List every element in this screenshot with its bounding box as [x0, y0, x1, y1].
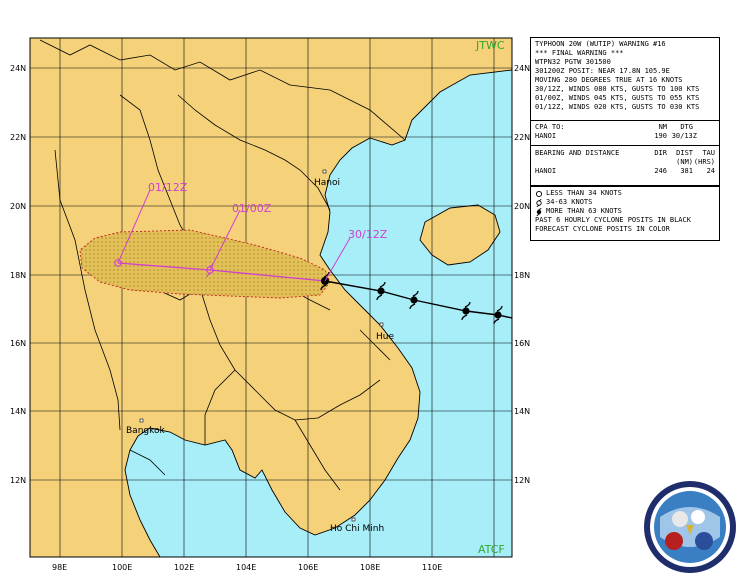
- forecast-label-01-12z: 01/12Z: [148, 181, 188, 194]
- latitude-labels-left: 24N 22N 20N 18N 16N 14N 12N: [10, 64, 26, 485]
- lon-label: 100E: [112, 563, 132, 572]
- open-circle-icon: [535, 190, 543, 197]
- lat-label: 14N: [10, 407, 26, 416]
- agency-label-jtwc: JTWC: [475, 39, 505, 52]
- lat-label: 24N: [514, 64, 530, 73]
- legend-item: 34-63 KNOTS: [535, 198, 715, 207]
- lon-label: 106E: [298, 563, 318, 572]
- typhoon-posit-icon: [376, 281, 386, 301]
- warning-posit: 301200Z POSIT: NEAR 17.8N 105.9E: [535, 67, 670, 75]
- storm-symbol-icon: [536, 198, 542, 207]
- bearing-tau: 24: [706, 167, 715, 175]
- lon-label: 104E: [236, 563, 256, 572]
- legend-label: 34-63 KNOTS: [546, 198, 593, 206]
- warning-title: TYPHOON 20W (WUTIP) WARNING #16: [535, 40, 666, 48]
- city-label-ho-chi-minh: Ho Chi Minh: [330, 524, 384, 534]
- bearing-dir: 246: [654, 167, 667, 175]
- agency-label-atcf: ATCF: [478, 543, 505, 556]
- cpa-place: HANOI: [535, 132, 557, 140]
- forecast-line: 01/12Z, WINDS 020 KTS, GUSTS TO 030 KTS: [535, 103, 700, 111]
- lat-label: 20N: [10, 202, 26, 211]
- lat-label: 18N: [10, 271, 26, 280]
- bearing-dist-header: DIST: [676, 149, 693, 157]
- lat-label: 18N: [514, 271, 530, 280]
- cpa-nm-header: NM: [658, 123, 667, 131]
- city-markers: [139, 169, 384, 522]
- jtwc-seal: [644, 481, 736, 573]
- lon-label: 102E: [174, 563, 194, 572]
- bearing-tau-unit: (HRS): [693, 158, 715, 166]
- typhoon-posit-icon: [409, 290, 419, 310]
- cpa-header-row: CPA TO: NM DTG: [535, 123, 715, 132]
- cpa-panel: CPA TO: NM DTG HANOI 190 30/13Z BEARING …: [530, 120, 720, 186]
- lon-label: 98E: [52, 563, 67, 572]
- warning-final: *** FINAL WARNING ***: [535, 49, 624, 57]
- bearing-header: BEARING AND DISTANCE: [535, 149, 620, 157]
- bearing-units-row: (NM) (HRS): [535, 158, 715, 167]
- lat-label: 24N: [10, 64, 26, 73]
- bearing-dist-unit: (NM): [676, 158, 693, 166]
- forecast-label-30-12z: 30/12Z: [348, 228, 388, 241]
- bearing-row: HANOI 246 381 24: [535, 167, 715, 176]
- typhoon-symbol-icon: [536, 207, 542, 216]
- bearing-dist: 381: [680, 167, 693, 175]
- forecast-line: 01/00Z, WINDS 045 KTS, GUSTS TO 055 KTS: [535, 94, 700, 102]
- cpa-dtg: 30/13Z: [671, 132, 697, 140]
- lon-label: 110E: [422, 563, 442, 572]
- forecast-danger-swath: [79, 229, 331, 299]
- city-label-bangkok: Bangkok: [126, 426, 166, 436]
- lat-label: 22N: [514, 133, 530, 142]
- latitude-labels-right: 24N 22N 20N 18N 16N 14N 12N: [514, 64, 530, 485]
- depression-posit-icon: [114, 259, 122, 267]
- typhoon-posit-icon: [461, 301, 471, 321]
- forecast-line: 30/12Z, WINDS 080 KTS, GUSTS TO 100 KTS: [535, 85, 700, 93]
- lon-label: 108E: [360, 563, 380, 572]
- lat-label: 22N: [10, 133, 26, 142]
- legend-note: PAST 6 HOURLY CYCLONE POSITS IN BLACK: [535, 216, 691, 224]
- legend-item: LESS THAN 34 KNOTS: [535, 189, 715, 198]
- bearing-place: HANOI: [535, 167, 557, 175]
- cpa-row: HANOI 190 30/13Z: [535, 132, 715, 141]
- legend-panel: LESS THAN 34 KNOTS 34-63 KNOTS MORE THAN…: [530, 186, 720, 241]
- bearing-header-row: BEARING AND DISTANCE DIR DIST TAU: [535, 149, 715, 158]
- warning-header: WTPN32 PGTW 301500: [535, 58, 611, 66]
- lat-label: 12N: [514, 476, 530, 485]
- legend-label: MORE THAN 63 KNOTS: [546, 207, 622, 215]
- forecast-leaders: [117, 189, 351, 282]
- longitude-labels: 98E 100E 102E 104E 106E 108E 110E: [52, 563, 442, 572]
- warning-movement: MOVING 280 DEGREES TRUE AT 16 KNOTS: [535, 76, 683, 84]
- cpa-dtg-header: DTG: [680, 123, 693, 131]
- forecast-label-01-00z: 01/00Z: [232, 202, 272, 215]
- bearing-dir-header: DIR: [654, 149, 667, 157]
- typhoon-posit-icon: [493, 305, 503, 325]
- legend-item: MORE THAN 63 KNOTS: [535, 207, 715, 216]
- city-label-hanoi: Hanoi: [314, 178, 340, 188]
- legend-label: LESS THAN 34 KNOTS: [546, 189, 622, 197]
- bearing-tau-header: TAU: [702, 149, 715, 157]
- map-frame: [29, 37, 513, 558]
- legend-note: FORECAST CYCLONE POSITS IN COLOR: [535, 225, 670, 233]
- past-posits: [320, 271, 503, 325]
- city-label-hue: Hue: [376, 332, 394, 342]
- lat-label: 20N: [514, 202, 530, 211]
- lat-label: 16N: [10, 339, 26, 348]
- cpa-header: CPA TO:: [535, 123, 565, 131]
- lat-label: 12N: [10, 476, 26, 485]
- cpa-nm: 190: [654, 132, 667, 140]
- lat-label: 16N: [514, 339, 530, 348]
- lat-label: 14N: [514, 407, 530, 416]
